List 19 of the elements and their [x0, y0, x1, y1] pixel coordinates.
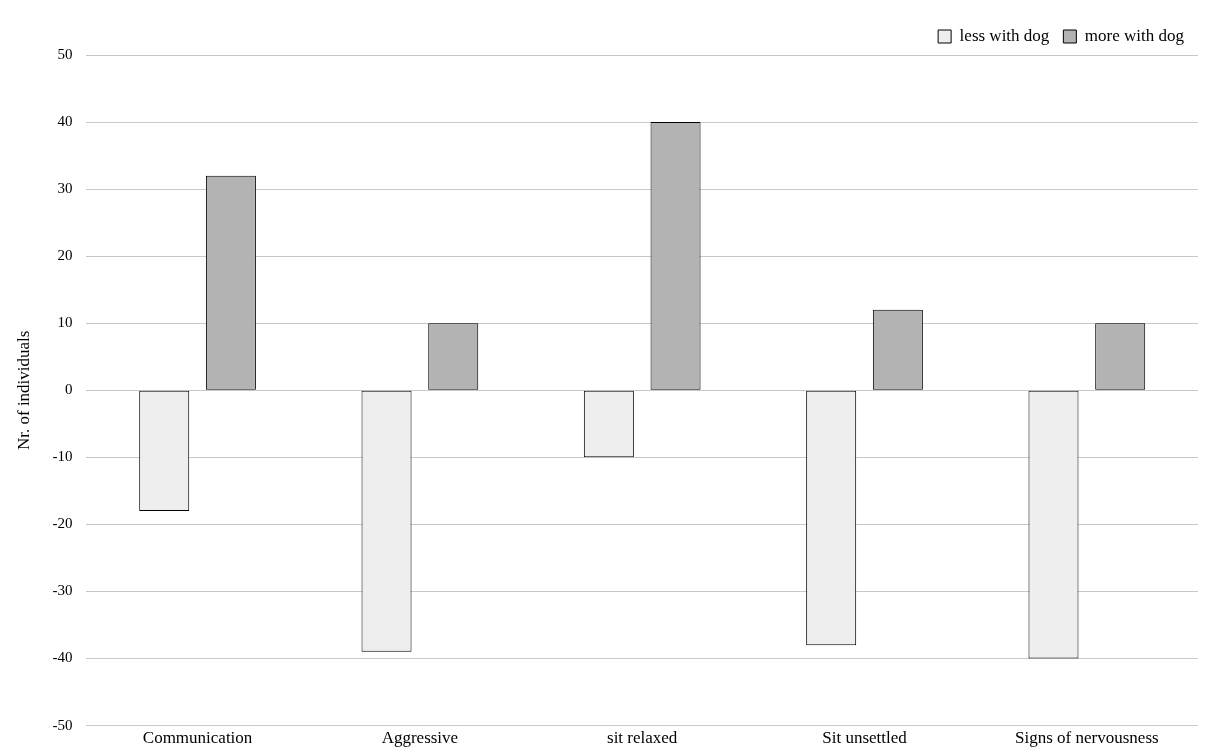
- x-tick-label: Signs of nervousness: [1015, 728, 1159, 748]
- y-axis-title: Nr. of individuals: [13, 330, 33, 451]
- x-tick-label: Sit unsettled: [822, 728, 908, 748]
- x-tick-label: sit relaxed: [607, 728, 678, 748]
- y-tick-label: -50: [52, 716, 73, 733]
- legend-label: less with dog: [959, 25, 1050, 45]
- y-tick-label: 0: [64, 381, 73, 398]
- y-tick-label: -20: [52, 515, 73, 532]
- legend-label: more with dog: [1084, 25, 1185, 45]
- y-tick-label: 50: [57, 45, 73, 62]
- x-tick-label: Communication: [142, 728, 253, 748]
- y-tick-label: -30: [52, 582, 73, 599]
- y-tick-label: 10: [57, 314, 73, 331]
- x-tick-label: Aggressive: [381, 728, 459, 748]
- y-tick-label: 30: [57, 180, 73, 197]
- y-tick-label: 20: [57, 247, 73, 264]
- y-tick-label: 40: [57, 113, 73, 129]
- y-tick-label: -40: [52, 649, 73, 666]
- y-tick-label: -10: [52, 448, 73, 465]
